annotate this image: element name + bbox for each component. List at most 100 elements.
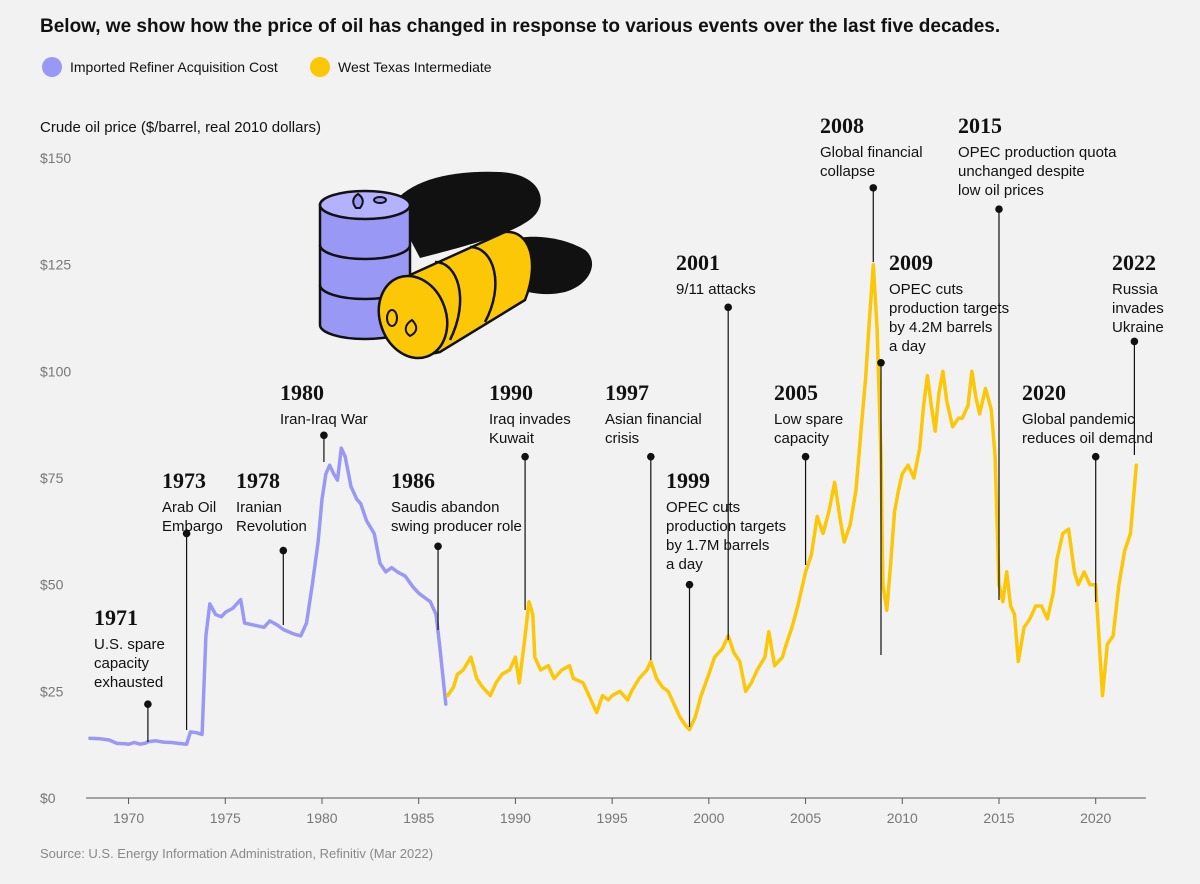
annotation-year: 1978 — [236, 468, 280, 493]
annotation-1980: 1980 Iran-Iraq War — [280, 380, 368, 462]
annotation-year: 1980 — [280, 380, 324, 405]
annotation-dot — [434, 542, 442, 551]
annotation-2009: 2009 OPEC cuts production targets by 4.2M b… — [877, 250, 1009, 655]
y-tick-label: $125 — [40, 257, 71, 273]
annotation-year: 2022 — [1112, 250, 1156, 275]
barrel-cap-icon — [386, 309, 398, 327]
annotation-text: reduces oil demand — [1022, 430, 1153, 447]
series-line-wti — [445, 262, 1139, 732]
annotation-text: a day — [889, 338, 926, 355]
annotation-text: Embargo — [162, 518, 223, 535]
y-ticks: $0 $25 $50 $75 $100 $125 $150 — [40, 150, 71, 806]
annotation-1997: 1997 Asian financial crisis — [605, 380, 702, 660]
x-tick-label: 2015 — [983, 810, 1014, 826]
annotation-year: 1973 — [162, 468, 206, 493]
annotation-1978: 1978 Iranian Revolution — [236, 468, 307, 625]
annotation-dot — [1130, 337, 1139, 346]
annotation-text: Saudis abandon — [391, 499, 499, 516]
y-tick-label: $150 — [40, 150, 71, 166]
x-tick-label: 2010 — [887, 810, 918, 826]
x-tick-label: 1970 — [113, 810, 144, 826]
annotation-dot — [144, 700, 152, 708]
annotation-year: 2020 — [1022, 380, 1066, 405]
annotation-dot — [995, 205, 1003, 213]
legend-label-iracc: Imported Refiner Acquisition Cost — [70, 59, 278, 75]
source-note: Source: U.S. Energy Information Administ… — [40, 846, 433, 861]
annotation-text: by 4.2M barrels — [889, 319, 992, 336]
y-tick-label: $25 — [40, 683, 64, 699]
annotation-2020: 2020 Global pandemic reduces oil demand — [1022, 380, 1153, 602]
annotation-text: capacity — [774, 430, 830, 447]
annotation-text: low oil prices — [958, 182, 1044, 199]
barrel-cap-icon — [373, 196, 387, 204]
series-lines — [88, 262, 1139, 746]
annotation-text: Iraq invades — [489, 411, 571, 428]
annotation-1999: 1999 OPEC cuts production targets by 1.7M b… — [666, 468, 786, 727]
purple-barrel-ring — [318, 244, 412, 261]
annotation-dot — [1091, 452, 1100, 461]
x-tick-label: 2020 — [1080, 810, 1111, 826]
yellow-barrel-end — [377, 274, 449, 360]
y-tick-label: $50 — [40, 577, 64, 593]
chart-title: Below, we show how the price of oil has … — [40, 16, 1001, 37]
annotation-1990: 1990 Iraq invades Kuwait — [489, 380, 571, 610]
x-tick-label: 1975 — [210, 810, 241, 826]
annotation-text: Ukraine — [1112, 319, 1164, 336]
yellow-barrel — [377, 230, 534, 360]
annotation-text: Global pandemic — [1022, 411, 1135, 428]
annotation-1986: 1986 Saudis abandon swing producer role — [391, 468, 522, 630]
annotation-year: 2008 — [820, 113, 864, 138]
x-ticks: 1970 1975 1980 1985 1990 1995 2000 2005 2010 2015… — [113, 798, 1111, 826]
annotation-year: 2005 — [774, 380, 818, 405]
annotation-year: 2001 — [676, 250, 720, 275]
annotation-text: Kuwait — [489, 430, 535, 447]
annotation-text: production targets — [889, 300, 1009, 317]
x-tick-label: 1995 — [597, 810, 628, 826]
legend: Imported Refiner Acquisition Cost West T… — [42, 57, 492, 77]
oil-barrels-illustration — [318, 171, 593, 360]
purple-barrel-top — [318, 189, 412, 221]
oil-drop-icon — [352, 192, 364, 209]
x-tick-label: 1980 — [306, 810, 337, 826]
annotation-text: Asian financial — [605, 411, 702, 428]
annotation-2001: 2001 9/11 attacks — [676, 250, 756, 640]
annotation-text: production targets — [666, 518, 786, 535]
annotation-year: 2015 — [958, 113, 1002, 138]
annotation-text: Low spare — [774, 411, 843, 428]
annotation-dot — [801, 452, 810, 461]
oil-drop-icon — [404, 318, 418, 338]
barrel-shadow-back — [392, 171, 541, 258]
annotation-2005: 2005 Low spare capacity — [774, 380, 843, 565]
annotation-1971: 1971 U.S. spare capacity exhausted — [94, 605, 165, 742]
annotation-dot — [320, 431, 328, 440]
legend-swatch-iracc — [42, 57, 62, 77]
annotation-text: OPEC cuts — [666, 499, 740, 516]
annotation-dot — [521, 452, 529, 461]
annotation-text: invades — [1112, 300, 1164, 317]
annotation-dot — [279, 546, 288, 555]
event-annotations: 1971 U.S. spare capacity exhausted 1973 Arab … — [94, 113, 1164, 742]
yellow-barrel-ring — [434, 260, 462, 341]
yellow-barrel-ring — [469, 245, 497, 323]
y-tick-label: $75 — [40, 470, 64, 486]
annotation-2008: 2008 Global financial collapse — [820, 113, 923, 262]
annotation-text: collapse — [820, 163, 875, 180]
annotation-dot — [869, 184, 878, 192]
annotation-text: OPEC cuts — [889, 281, 963, 298]
annotation-text: Revolution — [236, 518, 307, 535]
legend-swatch-wti — [310, 57, 330, 77]
annotation-1973: 1973 Arab Oil Embargo — [162, 468, 223, 730]
annotation-text: unchanged despite — [958, 163, 1085, 180]
annotation-text: Iranian — [236, 499, 282, 516]
x-tick-label: 1990 — [500, 810, 531, 826]
annotation-year: 1997 — [605, 380, 649, 405]
annotation-2015: 2015 OPEC production quota unchanged despi… — [958, 113, 1117, 600]
annotation-year: 1999 — [666, 468, 710, 493]
annotation-year: 1990 — [489, 380, 533, 405]
x-tick-label: 1985 — [403, 810, 434, 826]
annotation-year: 1986 — [391, 468, 435, 493]
annotation-text: Global financial — [820, 144, 923, 161]
annotation-text: Arab Oil — [162, 499, 216, 516]
y-tick-label: $100 — [40, 363, 71, 379]
